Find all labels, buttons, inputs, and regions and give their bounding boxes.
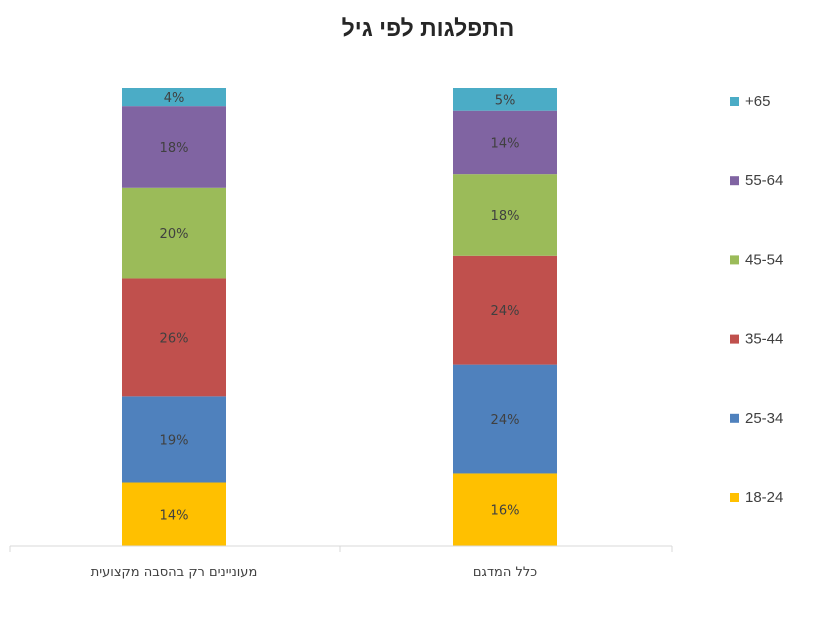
data-label: 19% bbox=[160, 433, 189, 448]
bars-layer bbox=[122, 88, 557, 546]
legend-label: 18-24 bbox=[745, 489, 783, 506]
data-label: 14% bbox=[491, 136, 520, 151]
bar-segment bbox=[122, 278, 226, 397]
bar-segment bbox=[122, 396, 226, 483]
category-label: כלל המדגם bbox=[473, 565, 537, 580]
bar-segment bbox=[453, 255, 557, 365]
legend-swatch bbox=[730, 255, 739, 265]
legend-label: 25-34 bbox=[745, 410, 783, 427]
legend-swatch bbox=[730, 334, 739, 344]
legend-label: +65 bbox=[745, 93, 770, 110]
bar-segment bbox=[122, 482, 226, 546]
bar-segment bbox=[453, 88, 557, 111]
category-label: מעוניינים רק בהסבה מקצועית bbox=[91, 565, 258, 580]
data-label: 4% bbox=[164, 91, 185, 106]
legend-swatch bbox=[730, 97, 739, 106]
category-labels: כלל המדגם מעוניינים רק בהסבה מקצועית bbox=[91, 565, 538, 580]
chart-title: התפלגות לפי גיל bbox=[342, 15, 515, 41]
data-labels-layer: 16% 24% 24% 18% 14% 5% 14% 19% 26% 20% 18% 4% bbox=[160, 91, 520, 523]
bar-segment bbox=[453, 473, 557, 546]
data-label: 5% bbox=[495, 93, 516, 108]
data-label: 16% bbox=[491, 504, 520, 519]
legend-swatch bbox=[730, 493, 739, 502]
data-label: 18% bbox=[491, 209, 520, 224]
data-label: 18% bbox=[160, 141, 189, 156]
legend-swatch bbox=[730, 176, 739, 186]
legend-label: 35-44 bbox=[745, 331, 783, 348]
data-label: 20% bbox=[160, 227, 189, 242]
legend-swatch bbox=[730, 413, 739, 423]
legend: +65 55-64 45-54 35-44 25-34 18-24 bbox=[730, 93, 783, 506]
bar-segment bbox=[453, 364, 557, 474]
data-label: 24% bbox=[491, 413, 520, 428]
bar-segment bbox=[453, 174, 557, 256]
bar-segment bbox=[453, 110, 557, 175]
data-label: 24% bbox=[491, 304, 520, 319]
bar-segment bbox=[122, 106, 226, 188]
legend-label: 45-54 bbox=[745, 251, 783, 268]
bar-segment bbox=[122, 187, 226, 279]
bar-segment bbox=[122, 88, 226, 107]
legend-label: 55-64 bbox=[745, 172, 783, 189]
data-label: 26% bbox=[160, 331, 189, 346]
data-label: 14% bbox=[160, 508, 189, 523]
